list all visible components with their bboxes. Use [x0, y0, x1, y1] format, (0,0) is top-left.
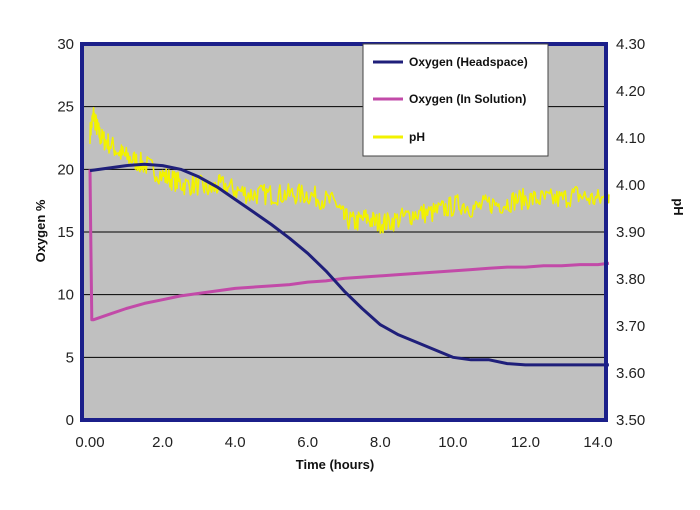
- x-tick-label: 10.0: [438, 434, 467, 451]
- x-axis-ticks: 0.00 2.0 4.0 6.0 8.0 10.0 12.0 14.0: [75, 434, 612, 451]
- y-tick-label: 15: [57, 224, 74, 241]
- y2-axis-title: pH: [671, 198, 686, 215]
- legend-label-solution: Oxygen (In Solution): [409, 92, 526, 106]
- series-layer: [88, 107, 610, 367]
- y-tick-label: 25: [57, 99, 74, 116]
- y2-axis-ticks: 3.50 3.60 3.70 3.80 3.90 4.00 4.10 4.20 4.30: [616, 36, 645, 429]
- y2-tick-label: 3.60: [616, 365, 645, 382]
- y2-tick-label: 3.80: [616, 271, 645, 288]
- legend-label-ph: pH: [409, 130, 425, 144]
- x-axis-title: Time (hours): [296, 457, 375, 472]
- plot-frame: [80, 42, 608, 422]
- series-line-oxygen-in-solution: [88, 169, 610, 322]
- x-tick-label: 8.0: [370, 434, 391, 451]
- y-tick-label: 5: [66, 349, 74, 366]
- x-tick-label: 6.0: [297, 434, 318, 451]
- y-axis-ticks: 0 5 10 15 20 25 30: [57, 36, 74, 429]
- x-tick-label: 12.0: [511, 434, 540, 451]
- legend: Oxygen (Headspace) Oxygen (In Solution) …: [362, 43, 549, 157]
- y2-tick-label: 3.90: [616, 224, 645, 241]
- series-line-oxygen-headspace: [89, 162, 609, 367]
- y-tick-label: 0: [66, 412, 74, 429]
- x-tick-label: 2.0: [152, 434, 173, 451]
- y2-tick-label: 3.70: [616, 318, 645, 335]
- y2-tick-label: 3.50: [616, 412, 645, 429]
- x-tick-label: 14.0: [583, 434, 612, 451]
- x-tick-label: 4.0: [225, 434, 246, 451]
- legend-label-headspace: Oxygen (Headspace): [409, 55, 528, 69]
- y-axis-title: Oxygen %: [33, 199, 48, 262]
- y-tick-label: 30: [57, 36, 74, 53]
- y2-tick-label: 4.00: [616, 177, 645, 194]
- y2-tick-label: 4.20: [616, 83, 645, 100]
- y-tick-label: 10: [57, 287, 74, 304]
- y2-tick-label: 4.30: [616, 36, 645, 53]
- series-line-ph: [89, 107, 610, 234]
- y2-tick-label: 4.10: [616, 130, 645, 147]
- x-tick-label: 0.00: [75, 434, 104, 451]
- y-tick-label: 20: [57, 161, 74, 178]
